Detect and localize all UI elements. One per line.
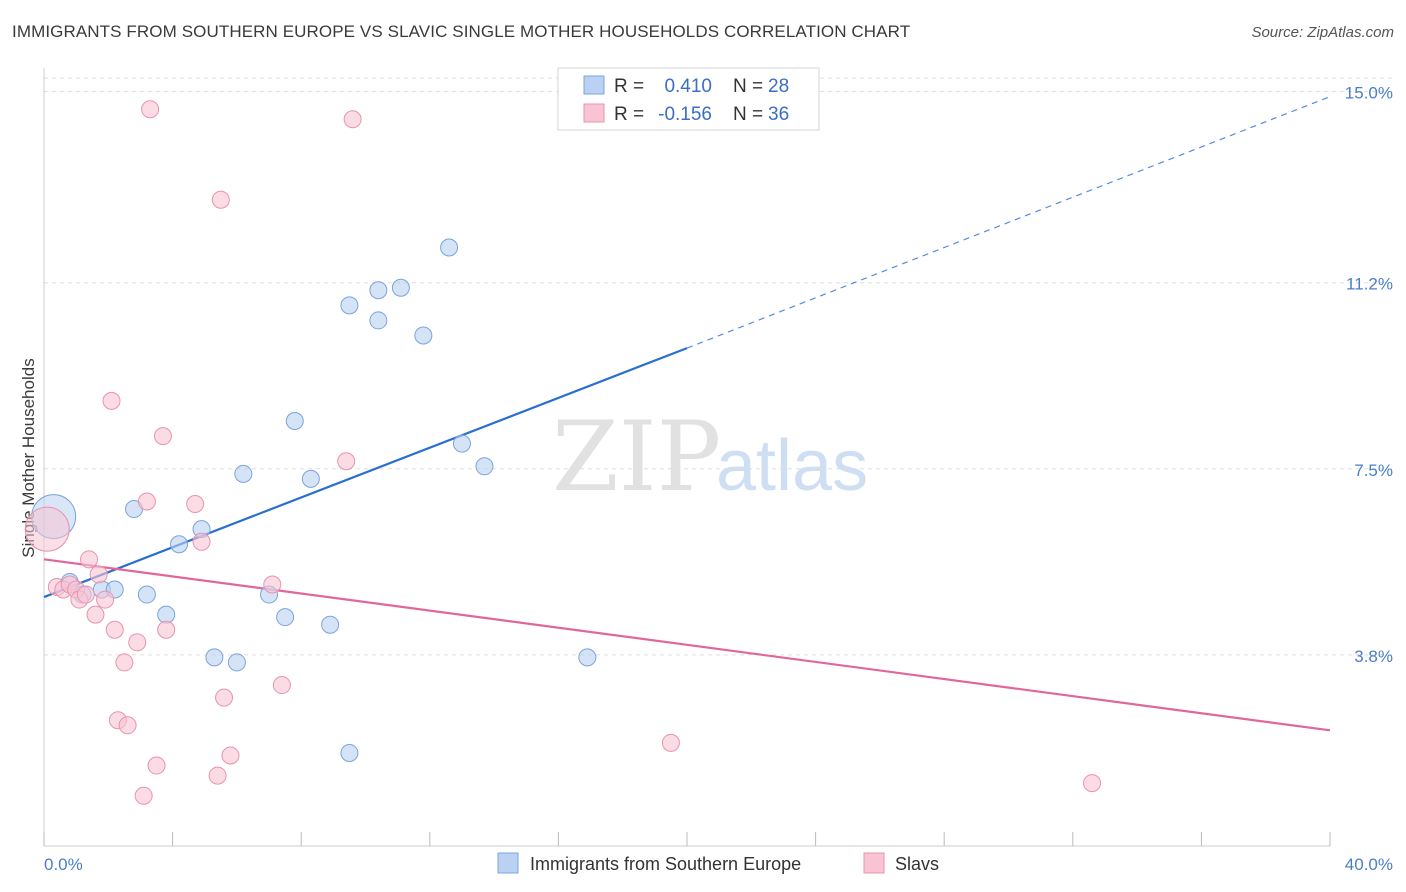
point-southern-europe [475, 457, 494, 476]
legend-swatch-pink [583, 103, 605, 123]
x-tick-label: 0.0% [44, 855, 83, 874]
point-southern-europe [440, 238, 459, 257]
point-slavs [89, 565, 108, 584]
point-slavs [186, 495, 205, 514]
point-slavs [221, 746, 240, 765]
point-slavs [263, 575, 282, 594]
y-tick-label: 11.2% [1346, 275, 1393, 294]
legend-n-label-blue: N = [733, 76, 763, 97]
y-tick-label: 15.0% [1345, 84, 1393, 103]
point-southern-europe [137, 585, 156, 604]
point-slavs [661, 733, 680, 752]
legend-n-value-pink: 36 [768, 104, 789, 125]
point-slavs [153, 427, 172, 446]
point-slavs [76, 585, 95, 604]
watermark-atlas: atlas [716, 426, 868, 506]
point-southern-europe [369, 311, 388, 330]
point-slavs [1083, 774, 1102, 793]
point-southern-europe [276, 608, 295, 627]
series-legend: Immigrants from Southern Europe Slavs [497, 852, 939, 874]
point-slavs [102, 391, 121, 410]
point-slavs [115, 653, 134, 672]
point-southern-europe [205, 648, 224, 667]
point-slavs [147, 756, 166, 775]
point-slavs [272, 676, 291, 695]
point-southern-europe [321, 615, 340, 634]
point-southern-europe [452, 434, 471, 453]
correlation-legend: R = 0.410 N = 28 R = -0.156 N = 36 [557, 67, 820, 131]
y-tick-labels: 3.8% 7.5% 11.2% 15.0% [1345, 84, 1393, 666]
point-southern-europe [170, 535, 189, 554]
point-southern-europe [578, 648, 597, 667]
point-southern-europe [414, 326, 433, 345]
point-slavs [118, 716, 137, 735]
series-label-pink: Slavs [895, 854, 939, 874]
point-southern-europe [369, 281, 388, 300]
point-slavs [137, 492, 156, 511]
point-slavs [157, 620, 176, 639]
point-slavs [211, 190, 230, 209]
point-southern-europe [234, 464, 253, 483]
point-slavs [128, 633, 147, 652]
point-southern-europe [340, 296, 359, 315]
point-slavs [337, 452, 356, 471]
point-southern-europe [391, 278, 410, 297]
point-slavs [96, 590, 115, 609]
point-slavs [343, 110, 362, 129]
point-southern-europe [301, 469, 320, 488]
x-tick-labels: 0.0% 40.0% [44, 855, 1393, 874]
point-slavs [141, 100, 160, 119]
point-slavs [208, 766, 227, 785]
point-slavs [215, 688, 234, 707]
series-label-blue: Immigrants from Southern Europe [530, 854, 801, 874]
legend-r-value-pink: -0.156 [658, 104, 712, 125]
legend-n-value-blue: 28 [768, 76, 789, 97]
point-southern-europe [227, 653, 246, 672]
legend-r-value-blue: 0.410 [664, 76, 712, 97]
watermark-zip: ZIP [552, 401, 721, 513]
y-tick-label: 7.5% [1354, 461, 1393, 480]
point-slavs [105, 620, 124, 639]
watermark: ZIP atlas [552, 401, 868, 513]
series-swatch-blue [497, 852, 519, 874]
point-slavs [80, 550, 99, 569]
trend-line-southern-europe [43, 347, 688, 599]
gridlines [44, 77, 1392, 656]
trend-line-southern-europe-extension [686, 96, 1331, 349]
y-tick-label: 3.8% [1354, 647, 1393, 666]
point-slavs [86, 605, 105, 624]
x-tick-label: 40.0% [1345, 855, 1393, 874]
series-swatch-pink [863, 852, 885, 874]
source-label: Source: ZipAtlas.com [1251, 24, 1394, 41]
point-slavs [192, 532, 211, 551]
x-axis-ticks [43, 832, 1331, 846]
legend-r-label-pink: R = [614, 104, 644, 125]
chart-title: IMMIGRANTS FROM SOUTHERN EUROPE VS SLAVI… [12, 22, 911, 41]
point-southern-europe [157, 605, 176, 624]
data-points [24, 100, 1102, 805]
legend-swatch-blue [583, 75, 605, 95]
trend-line-slavs [43, 558, 1331, 732]
legend-n-label-pink: N = [733, 104, 763, 125]
point-slavs [24, 506, 70, 552]
trend-lines [43, 96, 1331, 732]
point-slavs [134, 786, 153, 805]
point-southern-europe [340, 743, 359, 762]
point-southern-europe [285, 412, 304, 431]
legend-r-label-blue: R = [614, 76, 644, 97]
